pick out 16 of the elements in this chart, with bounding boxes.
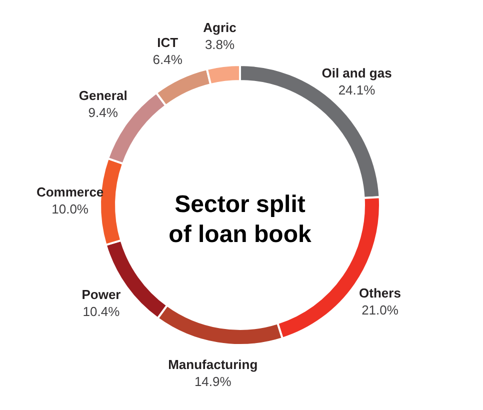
slice-label: ICT (157, 35, 178, 50)
data-label: 21.0% (362, 302, 399, 318)
slice-label: Agric (203, 20, 236, 36)
slice-label: General (78, 88, 128, 104)
data-label: 24.1% (338, 82, 376, 98)
text: Sector split of loan book (168, 191, 312, 248)
data-label: 10.4% (82, 304, 120, 320)
slice-label: Oil and gas (322, 65, 392, 80)
data-label: 10.0% (52, 202, 89, 217)
slice-label: Others (359, 285, 401, 300)
data-label: 9.4% (88, 105, 118, 120)
data-label: 14.9% (194, 374, 232, 389)
slice-label: Power (82, 287, 121, 302)
data-label: 3.8% (204, 37, 236, 52)
data-label: 6.4% (152, 52, 183, 68)
slice-label: Manufacturing (168, 356, 258, 372)
